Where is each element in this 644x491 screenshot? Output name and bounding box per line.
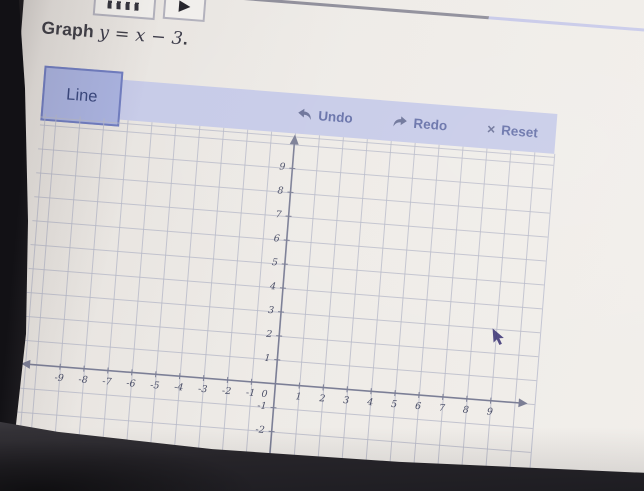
question-label: Graph — [40, 17, 95, 42]
tick-label: -9 — [54, 372, 65, 385]
tick-label: 4 — [366, 396, 374, 409]
tick-label: 8 — [462, 404, 470, 416]
x-axis — [27, 363, 522, 404]
tick-label: -5 — [149, 379, 160, 392]
tick-label: -2 — [221, 385, 232, 398]
redo-icon — [393, 115, 408, 126]
next-button[interactable]: ▶ — [162, 0, 209, 23]
tick-label: 3 — [267, 304, 275, 317]
panel-top-border — [213, 0, 644, 45]
play-arrow-icon: ▶ — [178, 0, 192, 15]
tick-label: 1 — [263, 352, 271, 365]
equation-rel: = — [108, 23, 137, 46]
redo-button[interactable]: Redo — [392, 114, 448, 133]
tick-label: -6 — [125, 378, 136, 390]
reset-icon: × — [486, 120, 496, 138]
tick-label: -8 — [78, 374, 89, 386]
question-text: Graph y = x − 3. — [41, 17, 189, 49]
tick-label: 8 — [277, 185, 284, 197]
equation-rhs: x − 3 — [134, 25, 184, 50]
tick-label: -1 — [245, 387, 256, 400]
tick-label: -1 — [256, 400, 267, 413]
partial-toolbar-button[interactable] — [92, 0, 159, 21]
tick-label: 2 — [318, 393, 326, 405]
reset-label: Reset — [500, 122, 539, 140]
undo-button[interactable]: Undo — [297, 106, 354, 126]
question-terminator: . — [182, 28, 189, 49]
tick-label: 7 — [438, 402, 446, 415]
tick-label: 5 — [390, 398, 398, 411]
cropped-button-text — [107, 0, 142, 12]
tick-label: 3 — [342, 395, 350, 407]
redo-label: Redo — [412, 115, 448, 133]
x-axis-right-arrow — [518, 398, 528, 408]
mouse-cursor-icon — [492, 328, 504, 346]
tick-label: 4 — [269, 280, 277, 293]
tick-label: 2 — [265, 328, 273, 341]
axes-svg — [21, 134, 528, 477]
tick-label: 6 — [273, 233, 281, 245]
tick-label: -2 — [255, 424, 266, 436]
tick-label: 1 — [294, 391, 302, 403]
tick-label: -4 — [173, 381, 184, 394]
undo-icon — [298, 108, 311, 120]
tick-label: 9 — [278, 161, 286, 173]
grid-area[interactable]: -9 -8 -7 -6 -5 -4 -3 -2 -1 1 2 3 4 5 6 7 8 9 9 8 7 6 5 4 3 2 1 -1 -2… — [13, 113, 556, 491]
tick-label: 9 — [486, 406, 494, 418]
graph-toolbar: Line Undo Redo × Reset — [40, 65, 558, 154]
x-axis-left-arrow — [21, 359, 31, 369]
tick-label: 5 — [271, 257, 279, 269]
y-axis-top-arrow — [289, 134, 299, 145]
tick-label: 0 — [261, 388, 268, 401]
tick-label: 7 — [275, 209, 283, 221]
tick-label: -3 — [197, 383, 208, 396]
tick-label: -7 — [101, 376, 113, 388]
undo-label: Undo — [317, 107, 354, 126]
y-axis — [267, 142, 296, 477]
reset-button[interactable]: × Reset — [486, 121, 538, 140]
tick-label: 6 — [414, 400, 422, 413]
